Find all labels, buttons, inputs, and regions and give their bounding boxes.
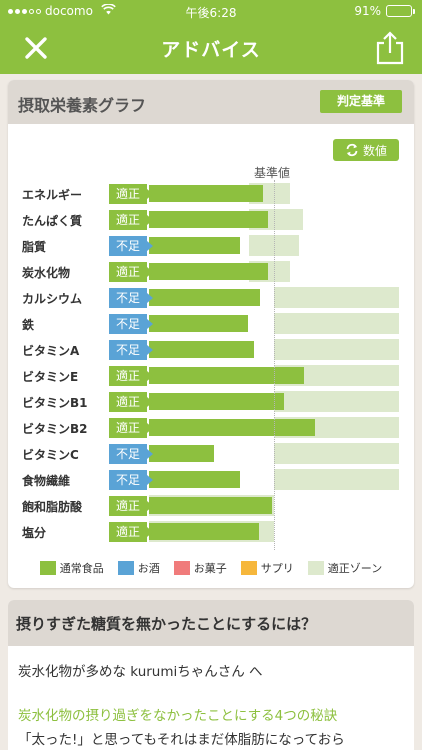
nutrient-bar <box>149 211 268 228</box>
nutrient-bar <box>149 419 316 436</box>
nutrient-label: ビタミンB2 <box>22 422 88 436</box>
nutrient-chart: 基準値 エネルギー 適正 たんぱく質 適正 脂質 不足 炭水化物 適正 カルシウム 不足鉄不足 ビタミ… <box>8 80 414 588</box>
battery-percent: 91% <box>354 4 381 18</box>
legend-item: サプリ <box>240 558 294 578</box>
battery-icon <box>386 5 415 17</box>
page-title: アドバイス <box>161 39 261 61</box>
graph-card-title: 摂取栄養素グラフ <box>18 96 147 115</box>
nutrient-bar <box>149 263 268 280</box>
nutrient-bar <box>149 185 263 202</box>
nutrient-bar <box>149 471 241 488</box>
status-badge: 適正 <box>109 418 153 438</box>
reference-line <box>274 180 275 550</box>
status-badge: 適正 <box>109 366 153 386</box>
appropriate-zone <box>274 339 399 360</box>
legend-swatch <box>173 561 190 575</box>
close-button[interactable] <box>18 30 54 66</box>
status-badge: 適正 <box>109 262 153 282</box>
status-badge: 不足 <box>109 470 153 490</box>
nutrient-label: 塩分 <box>22 526 47 540</box>
carrier-area: docomo <box>8 3 116 18</box>
nutrient-bar <box>149 289 261 306</box>
nutrient-label: ビタミンA <box>22 344 80 358</box>
reference-label: 基準値 <box>254 166 291 180</box>
legend-item: 通常食品 <box>39 558 104 578</box>
signal-icon <box>8 8 41 14</box>
nutrient-label: 脂質 <box>22 240 47 254</box>
appropriate-zone <box>274 443 399 464</box>
refresh-icon <box>346 143 358 157</box>
nutrient-label: たんぱく質 <box>22 214 83 228</box>
legend-label: 適正ゾーン <box>327 562 383 575</box>
advice-card: 摂りすぎた糖質を無かったことにするには？ 炭水化物が多めな kurumiちゃんさ… <box>8 600 414 750</box>
battery-area: 91% <box>354 4 415 18</box>
nutrient-label: エネルギー <box>22 188 83 202</box>
nutrient-label: 鉄 <box>22 318 35 332</box>
share-icon <box>376 31 404 65</box>
legend-swatch <box>240 561 257 575</box>
status-badge: 不足 <box>109 444 153 464</box>
appropriate-zone <box>274 313 399 334</box>
wifi-icon <box>101 3 116 18</box>
graph-card-header: 摂取栄養素グラフ 判定基準 <box>8 80 414 124</box>
value-toggle-label: 数値 <box>362 143 387 158</box>
legend-swatch <box>39 561 56 575</box>
status-badge: 適正 <box>109 522 153 542</box>
legend-label: お酒 <box>137 562 160 575</box>
article-link[interactable]: 炭水化物の摂り過ぎをなかったことにする4つの秘訣 <box>18 708 338 724</box>
nutrient-label: 炭水化物 <box>22 266 71 280</box>
legend-label: 通常食品 <box>59 562 104 575</box>
appropriate-zone <box>274 391 399 412</box>
legend-item: 適正ゾーン <box>307 558 383 578</box>
legend-swatch <box>307 561 324 575</box>
nutrient-label: ビタミンC <box>22 448 79 462</box>
carrier-name: docomo <box>45 4 93 18</box>
status-badge: 不足 <box>109 236 153 256</box>
appropriate-zone <box>274 365 399 386</box>
appropriate-zone <box>274 287 399 308</box>
article-text: 「太った!」と思ってもそれはまだ体脂肪になっておら <box>18 732 345 748</box>
nutrient-bar <box>149 367 304 384</box>
appropriate-zone <box>274 469 399 490</box>
nutrient-bar <box>149 393 284 410</box>
status-badge: 適正 <box>109 496 153 516</box>
status-badge: 適正 <box>109 210 153 230</box>
legend-swatch <box>117 561 134 575</box>
advice-greeting: 炭水化物が多めな kurumiちゃんさん へ <box>18 664 263 680</box>
legend-item: お酒 <box>117 558 160 578</box>
close-icon <box>25 37 47 59</box>
nutrient-label: ビタミンB1 <box>22 396 88 410</box>
criteria-button[interactable]: 判定基準 <box>320 90 402 113</box>
nutrient-graph-card: 摂取栄養素グラフ 判定基準 基準値 エネルギー 適正 たんぱく質 適正 脂質 不足 炭水化物適… <box>8 80 414 588</box>
nutrient-bar <box>149 523 259 540</box>
chart-legend: 通常食品 お酒 お菓子 サプリ 適正ゾーン <box>8 558 414 578</box>
status-badge: 不足 <box>109 288 153 308</box>
nutrient-bar <box>149 341 254 358</box>
nutrient-label: 飽和脂肪酸 <box>22 500 83 514</box>
nutrient-label: 食物繊維 <box>22 474 71 488</box>
nutrient-label: カルシウム <box>22 292 83 306</box>
clock: 午後6:28 <box>185 6 237 20</box>
nutrient-bar <box>149 497 272 514</box>
nutrient-bar <box>149 315 248 332</box>
share-button[interactable] <box>374 30 406 66</box>
nutrient-bar <box>149 445 214 462</box>
nutrient-bar <box>149 237 241 254</box>
value-toggle-button[interactable]: 数値 <box>333 139 399 161</box>
status-bar: docomo 午後6:28 91% <box>0 0 422 22</box>
status-badge: 不足 <box>109 314 153 334</box>
nutrient-label: ビタミンE <box>22 370 79 384</box>
advice-card-title: 摂りすぎた糖質を無かったことにするには？ <box>16 615 317 633</box>
status-badge: 適正 <box>109 184 153 204</box>
legend-label: サプリ <box>260 562 294 575</box>
status-badge: 適正 <box>109 392 153 412</box>
legend-item: お菓子 <box>173 558 227 578</box>
legend-label: お菓子 <box>193 562 227 575</box>
status-badge: 不足 <box>109 340 153 360</box>
advice-card-header: 摂りすぎた糖質を無かったことにするには？ <box>8 600 414 646</box>
nav-bar: アドバイス <box>0 22 422 74</box>
